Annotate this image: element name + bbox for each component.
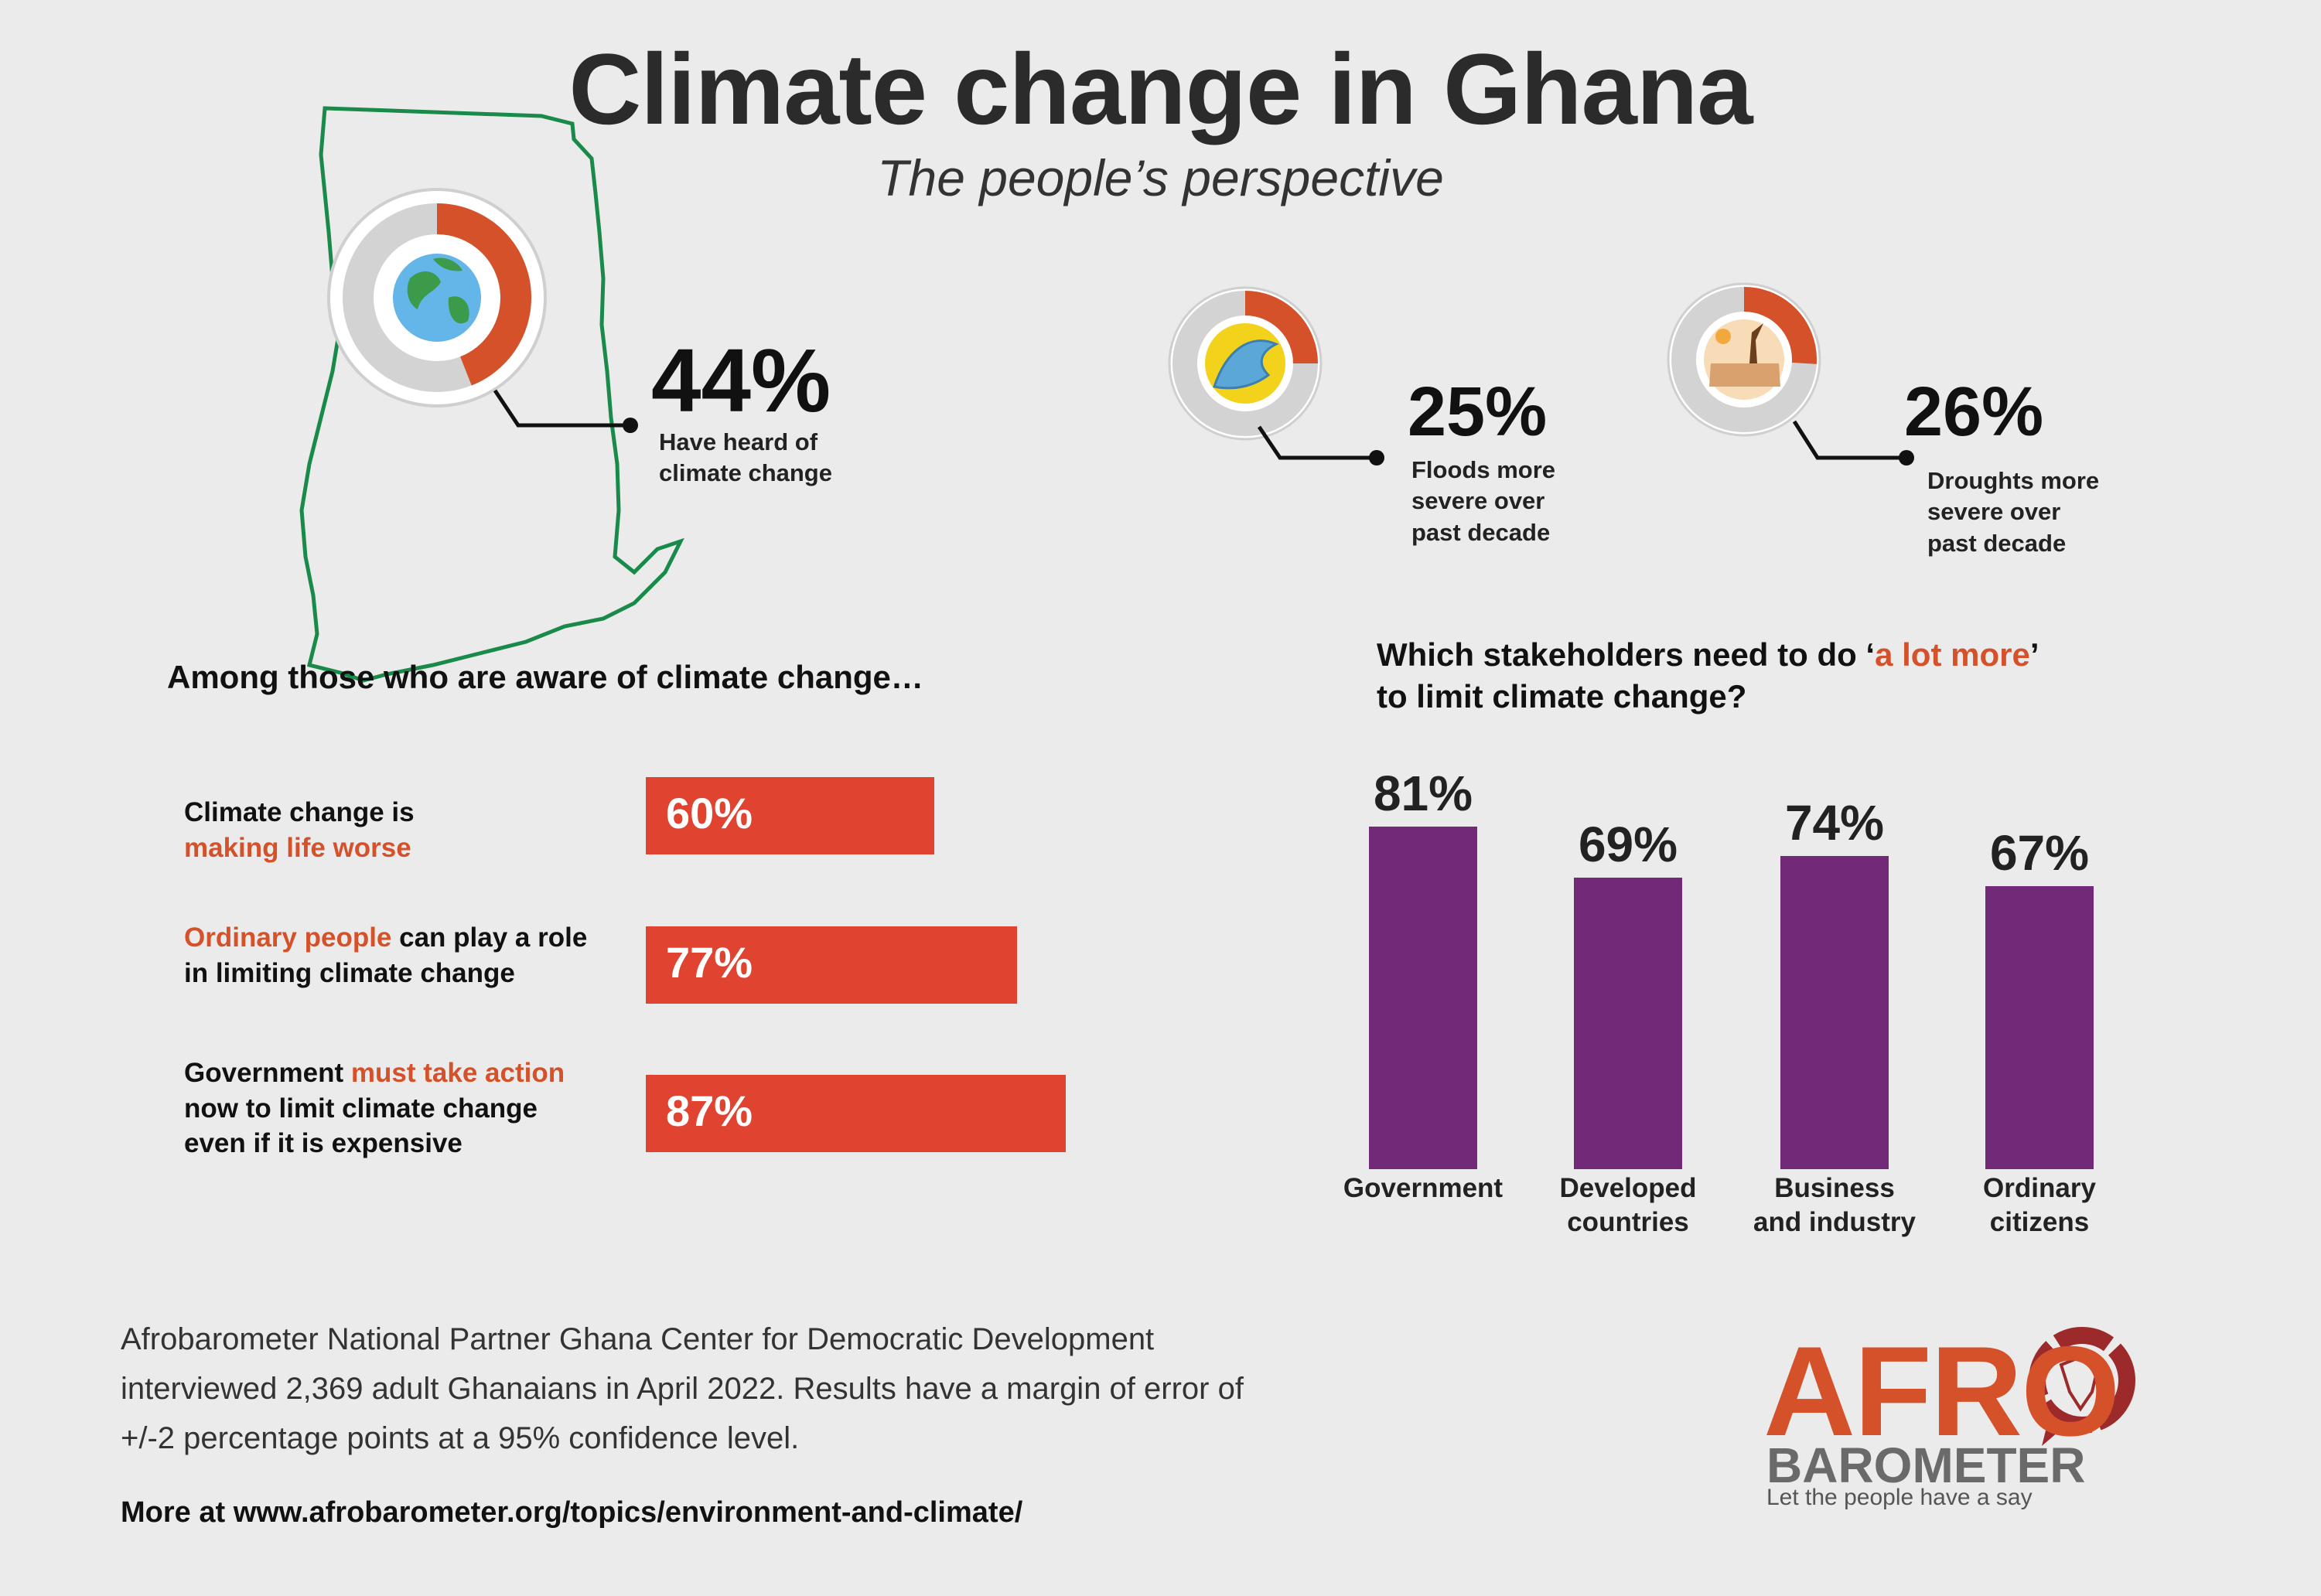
stakeholder-bar-3 [1780, 856, 1889, 1169]
stakeholder-bar-2 [1574, 877, 1682, 1169]
aware-bar-value-1: 60% [666, 789, 753, 837]
stakeholder-bar-value-3: 74% [1784, 795, 1885, 851]
logo-barometer-text: BAROMETER [1766, 1437, 2086, 1493]
aware-item-label-1: Climate change is making life worse [184, 797, 415, 863]
methodology-note: Afrobarometer National Partner Ghana Cen… [121, 1322, 1244, 1455]
drought-icon [1704, 319, 1784, 400]
floods-connector [1257, 425, 1377, 460]
floods-connector-dot [1369, 450, 1384, 466]
page-title: Climate change in Ghana [568, 32, 1753, 145]
logo-tagline: Let the people have a say [1766, 1485, 2033, 1510]
heard-connector-dot [623, 418, 638, 433]
stakeholder-bar-value-2: 69% [1578, 816, 1678, 872]
aware-bar-3: 87% [646, 1075, 1067, 1152]
stakeholder-category-4: Ordinary citizens [1983, 1173, 2096, 1237]
droughts-percent: 26% [1904, 373, 2044, 451]
heard-donut-value [343, 203, 531, 392]
floods-label: Floods more severe over past decade [1411, 456, 1556, 546]
heard-label: Have heard of climate change [659, 428, 832, 487]
stakeholder-bar-value-4: 67% [1989, 824, 2090, 881]
droughts-donut-value [1671, 287, 1817, 432]
wave-icon [1205, 323, 1285, 404]
afrobarometer-logo-mark [2029, 1327, 2135, 1446]
aware-bar-1: 60% [646, 777, 934, 854]
aware-item-label-2: Ordinary people can play a role in limit… [184, 922, 588, 988]
aware-bar-value-3: 87% [666, 1086, 753, 1135]
droughts-connector [1792, 420, 1906, 460]
ghana-map-outline [299, 106, 684, 683]
heard-connector [493, 389, 630, 428]
droughts-label: Droughts more severe over past decade [1927, 467, 2100, 557]
stakeholder-bar-4 [1985, 885, 2094, 1169]
aware-item-label-3: Government must take action now to limit… [184, 1058, 565, 1158]
heard-percent: 44% [651, 330, 831, 431]
stakeholder-category-2: Developed countries [1559, 1173, 1697, 1237]
stakeholder-section-heading: Which stakeholders need to do ‘a lot mor… [1377, 636, 2039, 714]
stakeholder-category-3: Business and industry [1753, 1173, 1917, 1237]
more-info-link[interactable]: More at www.afrobarometer.org/topics/env… [121, 1496, 1023, 1529]
stakeholder-bar-value-1: 81% [1373, 765, 1473, 821]
droughts-connector-dot [1899, 450, 1914, 466]
page-subtitle: The people’s perspective [877, 149, 1444, 206]
aware-bar-2: 77% [646, 926, 1018, 1004]
aware-bar-value-2: 77% [666, 938, 753, 987]
aware-section-heading: Among those who are aware of climate cha… [167, 659, 923, 695]
stakeholder-category-1: Government [1343, 1173, 1504, 1203]
floods-percent: 25% [1408, 373, 1548, 451]
logo-afro-text: AFRO [1763, 1320, 2120, 1462]
stakeholder-bar-1 [1369, 826, 1477, 1169]
floods-donut-value [1172, 291, 1318, 436]
earth-globe-icon [393, 254, 481, 342]
